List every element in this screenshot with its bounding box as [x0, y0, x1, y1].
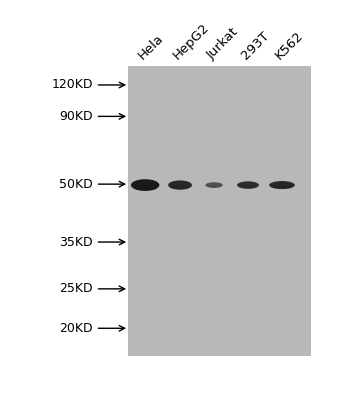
- Text: 90KD: 90KD: [59, 110, 93, 123]
- Text: 50KD: 50KD: [59, 178, 93, 191]
- Text: 20KD: 20KD: [59, 322, 93, 335]
- Text: 293T: 293T: [239, 29, 272, 62]
- Ellipse shape: [271, 185, 293, 189]
- Ellipse shape: [205, 182, 223, 188]
- Text: Jurkat: Jurkat: [205, 25, 242, 62]
- Text: HepG2: HepG2: [171, 20, 212, 62]
- Ellipse shape: [133, 185, 157, 191]
- Ellipse shape: [269, 181, 295, 189]
- Ellipse shape: [131, 179, 160, 191]
- Bar: [128, 66, 311, 356]
- Ellipse shape: [168, 180, 192, 190]
- Ellipse shape: [170, 185, 190, 190]
- Text: 25KD: 25KD: [59, 282, 93, 295]
- Text: K562: K562: [273, 29, 306, 62]
- Ellipse shape: [237, 181, 259, 189]
- Text: 120KD: 120KD: [51, 78, 93, 92]
- Ellipse shape: [239, 185, 257, 189]
- Text: 35KD: 35KD: [59, 236, 93, 248]
- Text: Hela: Hela: [136, 32, 166, 62]
- Ellipse shape: [207, 185, 221, 188]
